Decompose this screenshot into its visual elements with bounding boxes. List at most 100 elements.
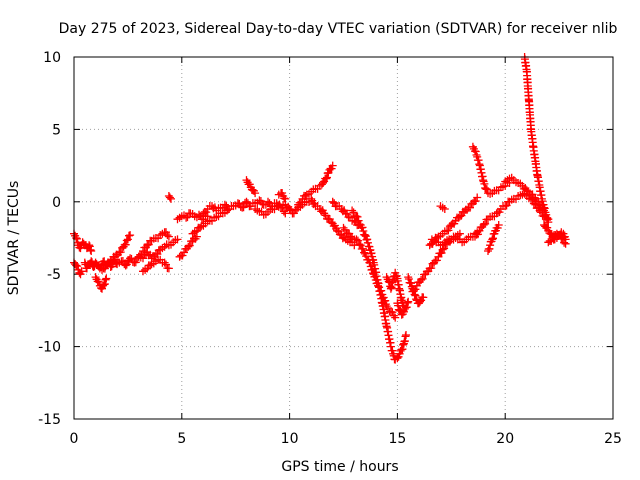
data-point — [437, 249, 446, 257]
data-point — [323, 173, 331, 182]
data-point — [455, 212, 464, 221]
data-point — [394, 305, 403, 314]
data-point — [358, 223, 367, 232]
data-point — [153, 250, 162, 259]
data-point — [307, 194, 316, 203]
data-point — [403, 298, 412, 307]
data-point — [481, 219, 490, 228]
data-point — [278, 203, 287, 212]
data-point — [339, 223, 348, 232]
grid-lines — [74, 57, 613, 419]
x-tick-label: 0 — [70, 431, 79, 447]
data-point — [391, 313, 400, 322]
data-point — [361, 231, 370, 240]
data-point — [402, 331, 410, 339]
data-point — [165, 193, 174, 202]
data-point — [121, 240, 130, 249]
data-point — [540, 203, 548, 212]
x-tick-labels: 0 5 10 15 20 25 — [70, 431, 622, 447]
data-point — [363, 235, 372, 244]
data-point — [279, 207, 288, 216]
data-point — [281, 194, 290, 203]
data-point — [121, 261, 130, 270]
data-point — [173, 235, 182, 244]
data-point — [164, 232, 173, 241]
data-point — [99, 281, 108, 290]
y-tick-label: 10 — [43, 50, 61, 66]
x-tick-label: 25 — [604, 431, 622, 447]
data-point — [126, 231, 135, 240]
data-point — [473, 230, 482, 239]
data-point — [100, 280, 109, 288]
data-point — [160, 258, 169, 267]
data-point — [264, 197, 272, 206]
data-point — [389, 311, 398, 320]
data-point — [540, 204, 549, 213]
data-point — [297, 198, 306, 207]
data-point — [489, 234, 497, 243]
plot-frame — [73, 56, 614, 420]
data-point — [411, 285, 420, 294]
data-point — [87, 247, 96, 255]
data-point — [328, 197, 337, 206]
data-point — [393, 354, 402, 363]
data-point — [184, 242, 193, 251]
data-point — [77, 267, 86, 276]
data-point — [472, 151, 481, 159]
data-point — [522, 186, 531, 195]
data-point — [494, 221, 503, 229]
data-point — [220, 200, 229, 209]
data-point — [322, 174, 331, 183]
data-point — [85, 242, 94, 251]
data-point — [394, 301, 403, 310]
data-point — [320, 209, 329, 218]
data-point — [417, 276, 426, 284]
data-point — [101, 275, 110, 284]
data-point — [164, 264, 173, 273]
data-point — [251, 189, 260, 198]
data-point — [355, 240, 364, 249]
data-point — [471, 147, 480, 156]
data-point — [543, 213, 552, 222]
data-point — [402, 303, 411, 312]
data-point — [319, 179, 327, 187]
data-point — [486, 241, 495, 250]
data-point — [363, 238, 372, 247]
data-point — [404, 297, 413, 306]
data-point — [479, 221, 488, 229]
data-point — [348, 206, 357, 215]
data-point — [558, 235, 567, 244]
data-point — [285, 205, 294, 213]
data-point — [123, 235, 132, 244]
data-point — [82, 264, 91, 273]
data-point — [358, 244, 367, 253]
data-point — [557, 234, 566, 242]
data-point — [94, 278, 103, 286]
y-tick-label: 5 — [52, 122, 61, 138]
data-point — [474, 156, 483, 165]
data-point — [466, 203, 474, 212]
data-point — [561, 239, 570, 248]
x-tick-label: 10 — [281, 431, 299, 447]
x-tick-label: 5 — [177, 431, 186, 447]
data-point — [353, 212, 362, 221]
data-point — [529, 193, 538, 202]
data-point — [419, 293, 428, 302]
data-point — [386, 342, 395, 351]
data-point — [444, 226, 453, 235]
x-tick-label: 20 — [496, 431, 514, 447]
y-tick-label: 0 — [52, 195, 61, 211]
data-point — [185, 241, 194, 250]
data-point — [352, 235, 361, 244]
data-point — [482, 185, 491, 194]
data-point — [163, 231, 172, 240]
y-tick-label: -15 — [38, 412, 61, 428]
data-point — [116, 248, 125, 257]
data-point — [106, 257, 115, 266]
data-point — [560, 238, 569, 247]
data-point — [354, 216, 363, 225]
data-point — [480, 179, 489, 188]
data-point — [85, 241, 94, 250]
data-point — [481, 184, 490, 192]
